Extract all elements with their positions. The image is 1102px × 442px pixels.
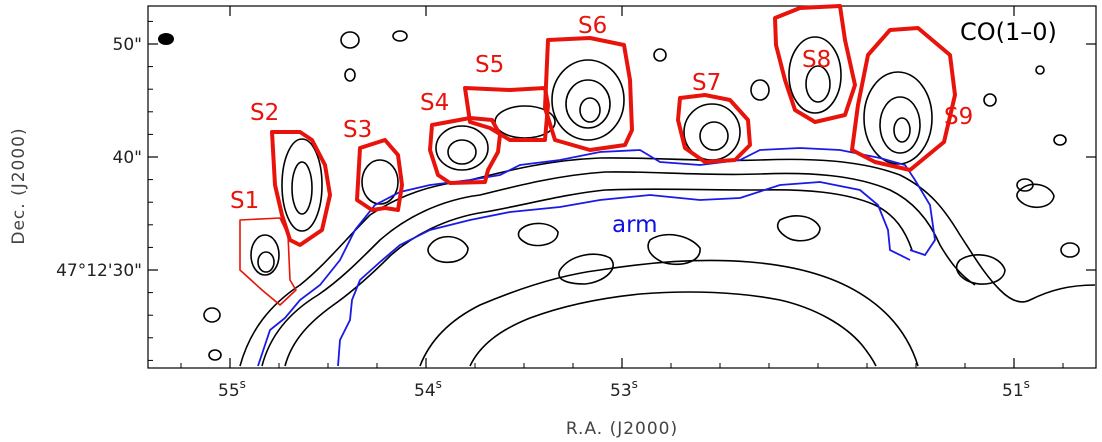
noise-contour: [750, 79, 770, 101]
noise-contour: [983, 93, 997, 107]
x-tick-label: 51s: [1002, 377, 1030, 401]
clump-s7-inner: [699, 121, 729, 151]
clump-s1: [250, 234, 280, 276]
region-labels: S1 S2 S3 S4 S5 S6 S7 S8 S9: [230, 13, 973, 214]
clump-s8: [788, 36, 842, 114]
y-tick-label: 47°12'30": [56, 261, 142, 281]
noise-contour: [392, 30, 408, 42]
x-tick-label: 53s: [610, 377, 638, 401]
clump-s9: [863, 71, 933, 165]
arm-label: arm: [612, 212, 658, 238]
inner-blob-6: [955, 254, 1006, 285]
region-label-s2: S2: [250, 100, 279, 126]
x-tick-label: 55s: [218, 377, 246, 401]
region-s4: [428, 116, 502, 185]
clump-s8-inner: [805, 65, 831, 103]
noise-contour: [1053, 134, 1067, 146]
noise-contour: [653, 48, 667, 62]
region-s2: [270, 130, 332, 247]
noise-contour: [344, 68, 356, 82]
clump-s4-inner: [447, 139, 477, 165]
clump-s3: [361, 159, 399, 205]
y-axis: 50" 40" 47°12'30": [56, 20, 1096, 361]
inner-blob-4: [517, 222, 559, 247]
panel-title: CO(1–0): [960, 18, 1057, 46]
x-tick-label: 54s: [414, 377, 442, 401]
region-s9: [850, 26, 957, 172]
region-label-s3: S3: [343, 117, 372, 143]
region-s7: [676, 93, 752, 164]
noise-contour: [340, 31, 360, 49]
beam-marker: [158, 33, 174, 45]
y-axis-title: Dec. (J2000): [9, 127, 29, 244]
y-tick-label: 40": [113, 148, 142, 168]
region-label-s1: S1: [230, 188, 259, 214]
region-label-s7: S7: [692, 70, 721, 96]
clump-s9-inner: [879, 96, 921, 154]
region-s1: [239, 217, 297, 306]
region-s8: [773, 4, 857, 124]
region-label-s6: S6: [578, 13, 607, 39]
y-tick-label: 50": [113, 35, 142, 55]
region-label-s5: S5: [475, 52, 504, 78]
contour-layer: [203, 30, 1096, 367]
region-label-s9: S9: [944, 104, 973, 130]
region-label-s4: S4: [420, 90, 449, 116]
clump-s6-inner: [565, 79, 611, 129]
inner-disk-contour: [419, 259, 919, 367]
clump-s6-core: [579, 97, 601, 123]
arm-boundary-lower: [337, 181, 911, 367]
noise-contour: [203, 307, 221, 323]
x-axis-title: R.A. (J2000): [566, 419, 678, 439]
inner-blob-7: [1016, 183, 1055, 209]
x-axis: 55s 54s 53s 51s: [180, 6, 1064, 401]
inner-blob-1: [558, 253, 614, 285]
region-s3: [355, 138, 404, 212]
clump-s1-inner: [257, 251, 275, 273]
clump-s6: [551, 59, 625, 141]
noise-contour: [208, 349, 222, 361]
noise-contour: [1016, 178, 1034, 192]
plot-frame: [147, 5, 1097, 369]
clump-s2: [281, 138, 323, 232]
clump-s9-core: [893, 117, 911, 143]
region-label-s8: S8: [802, 47, 831, 73]
arm-contour-inner: [284, 188, 913, 367]
clump-s2-inner: [291, 161, 313, 215]
region-s6: [543, 36, 634, 152]
inner-disk-contour-2: [469, 291, 877, 367]
noise-contour: [1060, 242, 1080, 258]
inner-blob-5: [776, 215, 821, 242]
inner-blob-2: [647, 233, 701, 266]
clump-s4: [435, 125, 489, 171]
arm-contour-mid: [261, 171, 976, 367]
noise-contour: [1035, 65, 1045, 75]
region-s5: [463, 86, 550, 142]
inner-blob-3: [427, 235, 469, 264]
